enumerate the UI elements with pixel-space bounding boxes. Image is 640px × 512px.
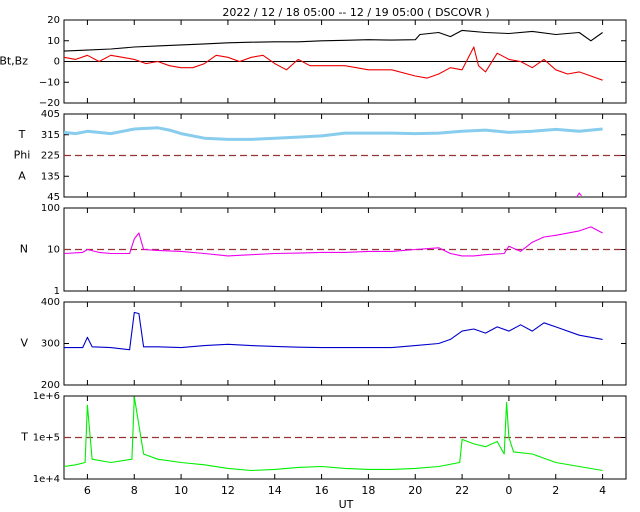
series-line-a-angle	[576, 192, 582, 198]
y-tick-label-mag: 0	[54, 57, 60, 68]
x-tick-label: 10	[174, 484, 188, 497]
y-tick-label-speed: 400	[41, 297, 60, 308]
y-tick-label-temperature: 1e+6	[33, 391, 60, 402]
y-tick-label-angle: 315	[41, 130, 60, 141]
y-axis-label-angle: Phi	[14, 149, 31, 162]
y-axis-label-speed: V	[20, 337, 28, 350]
series-line-bz	[63, 46, 603, 81]
y-tick-label-mag: 20	[47, 15, 60, 26]
x-tick-label: 22	[455, 484, 469, 497]
chart-title: 2022 / 12 / 18 05:00 -- 12 / 19 05:00 ( …	[222, 6, 489, 19]
x-tick-label: 0	[505, 484, 512, 497]
x-tick-label: 6	[84, 484, 91, 497]
plot-panels: 20100−10−20Bt,Bz40531522513545TPhiA10010…	[0, 15, 627, 497]
y-tick-label-angle: 135	[41, 171, 60, 182]
y-tick-label-speed: 300	[41, 339, 60, 350]
series-line-density	[63, 226, 603, 257]
y-tick-label-temperature: 1e+5	[33, 433, 60, 444]
series-line-speed	[64, 311, 603, 351]
y-axis-label-temperature: T	[20, 431, 28, 444]
y-tick-label-angle: 405	[41, 109, 60, 120]
x-tick-label: 8	[131, 484, 138, 497]
x-tick-label: 20	[408, 484, 422, 497]
panel-frame-speed	[63, 301, 627, 386]
y-tick-label-temperature: 1e+4	[33, 474, 60, 485]
y-tick-label-speed: 200	[41, 380, 60, 391]
x-tick-label: 18	[361, 484, 375, 497]
y-tick-label-mag: 10	[47, 36, 60, 47]
y-tick-label-angle: 45	[47, 192, 60, 203]
y-axis-label-angle: A	[18, 169, 26, 182]
x-tick-label: 2	[552, 484, 559, 497]
series-line-temperature	[63, 396, 603, 472]
y-tick-label-mag: −10	[39, 77, 60, 88]
series-line-t-angle	[63, 126, 603, 141]
x-axis-label: UT	[339, 498, 354, 511]
x-tick-label: 4	[599, 484, 606, 497]
y-tick-label-density: 100	[41, 203, 60, 214]
y-tick-label-mag: −20	[39, 98, 60, 109]
series-line-bt	[63, 29, 603, 52]
y-axis-label-mag: Bt,Bz	[0, 55, 28, 68]
y-axis-label-density: N	[20, 243, 28, 256]
y-tick-label-angle: 225	[41, 151, 60, 162]
x-tick-label: 14	[268, 484, 282, 497]
y-axis-label-angle: T	[18, 128, 26, 141]
y-tick-label-density: 10	[47, 245, 60, 256]
y-tick-label-density: 1	[54, 286, 60, 297]
x-tick-label: 16	[315, 484, 329, 497]
x-tick-label: 12	[221, 484, 235, 497]
